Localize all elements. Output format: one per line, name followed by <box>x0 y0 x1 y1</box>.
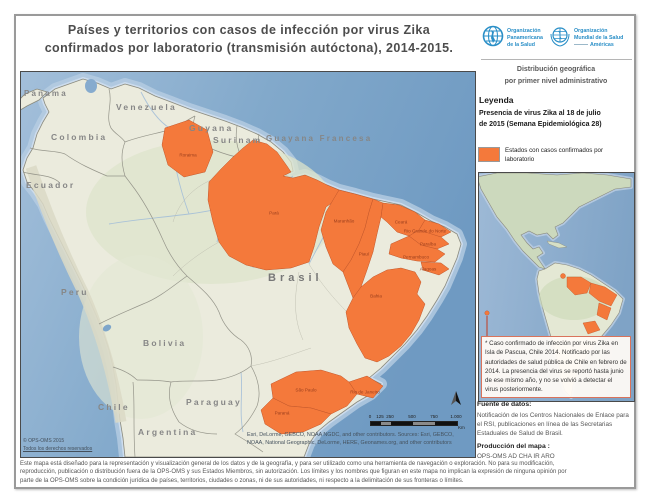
state-rio-de-janeiro <box>348 375 384 399</box>
country-label-surinam: Surinam <box>213 135 263 145</box>
main-map-canvas <box>21 72 475 457</box>
footer-disclaimer: Este mapa está diseñado para la represen… <box>20 461 567 484</box>
inset-confirmed-states <box>560 273 618 335</box>
country-label-bolivia: Bolivia <box>143 338 187 348</box>
legend-item: Estados con casos confirmados por labora… <box>478 147 633 165</box>
note-box: * Caso confirmado de infección por virus… <box>481 336 631 398</box>
state-label-piaui: Piauí <box>358 251 370 257</box>
page-title-line2: confirmados por laboratorio (transmisión… <box>44 40 454 55</box>
paho-globe-icon <box>482 25 504 52</box>
state-label-alagoas: Alagoas <box>419 266 437 272</box>
state-borders <box>172 179 348 367</box>
country-label-ecuador: Ecuador <box>26 180 76 190</box>
country-label-colombia: Colombia <box>51 132 108 142</box>
who-logo: Organización Mundial de la Salud América… <box>549 25 623 52</box>
legend-swatch-confirmed <box>478 147 500 162</box>
inset-cuba <box>546 240 568 249</box>
scale-tick: 125 <box>376 414 384 419</box>
main-map: Panama Venezuela Colombia Guyana Surinam… <box>20 71 476 458</box>
state-label-para: Pará <box>269 210 279 216</box>
country-label-paraguay: Paraguay <box>186 397 242 407</box>
state-parana <box>260 397 332 435</box>
state-alagoas <box>420 261 450 276</box>
state-label-pernambuco: Pernambuco <box>402 254 430 260</box>
legend-item-label: Estados con casos confirmados por labora… <box>505 147 604 163</box>
scale-tick: 0 <box>368 414 372 419</box>
country-label-peru: Peru <box>61 287 89 297</box>
country-label-chile: Chile <box>98 402 130 412</box>
panama-isthmus <box>21 88 48 111</box>
legend-heading: Presencia de virus Zika al 18 de julio d… <box>479 110 602 128</box>
inset-north-america <box>479 173 632 270</box>
state-roraima <box>161 119 214 178</box>
confirmed-states <box>161 119 452 435</box>
map-copyright: © OPS-OMS 2015 Todos los derechos reserv… <box>23 438 93 452</box>
country-label-venezuela: Venezuela <box>116 102 177 112</box>
state-pernambuco <box>388 235 446 263</box>
paho-logo-text: Organización Panamericana de la Salud <box>507 27 543 49</box>
scale-unit: Km <box>458 425 465 430</box>
lake-titicaca <box>102 324 112 332</box>
state-label-paraiba: Paraíba <box>419 241 437 247</box>
state-label-maranhao: Maranhão <box>333 218 355 224</box>
map-attribution: Esri, DeLorme, GEBCO, NOAA NGDC, and oth… <box>247 432 454 447</box>
scale-bar: 0 125 250 500 750 1.000 Km <box>366 414 466 432</box>
who-logo-text: Organización Mundial de la Salud América… <box>573 27 624 49</box>
page-title: Países y territorios con casos de infecc… <box>24 22 474 57</box>
source-text: Notificación de los Centros Nacionales d… <box>477 412 629 438</box>
source-label: Fuente de datos: <box>477 401 532 408</box>
state-label-bahia: Bahia <box>370 293 382 299</box>
north-arrow-icon <box>449 390 463 413</box>
production-label: Producción del mapa : <box>477 443 550 450</box>
lake-maracaibo <box>85 79 97 93</box>
paho-logo: Organización Panamericana de la Salud <box>482 25 543 52</box>
easter-island-dot <box>484 310 490 316</box>
state-label-parana: Paraná <box>274 410 290 416</box>
country-label-guyana: Guyana <box>189 123 234 133</box>
country-label-panama: Panama <box>24 89 68 98</box>
org-logos: Organización Panamericana de la Salud Or… <box>482 25 632 52</box>
production-text: OPS-OMS AD CHA IR ARO <box>477 453 555 460</box>
state-label-rio-grande-do-norte: Rio Grande do Norte <box>403 228 447 234</box>
who-region-label: Américas <box>589 42 614 49</box>
who-globe-icon <box>549 25 571 52</box>
scale-tick: 750 <box>430 414 438 419</box>
scale-bar-segments <box>370 421 458 426</box>
who-logo-rule <box>573 44 588 46</box>
state-label-rio-de-janeiro: Rio de Janeiro <box>350 389 380 395</box>
page-title-line1: Países y territorios con casos de infecc… <box>67 23 431 37</box>
scale-tick: 1.000 <box>450 414 462 419</box>
country-label-guayana-francesa: Guayana Francesa <box>266 134 373 143</box>
state-bahia <box>345 267 426 363</box>
country-label-brasil: Brasil <box>268 272 323 284</box>
state-label-roraima: Roraima <box>179 152 197 158</box>
state-label-ceara: Ceará <box>394 219 408 225</box>
sidebar-subtitle: Distribución geográfica por primer nivel… <box>504 66 608 85</box>
scale-tick: 250 <box>386 414 394 419</box>
legend-title: Leyenda <box>479 95 514 105</box>
state-label-sao-paulo: São Paulo <box>295 387 317 393</box>
country-label-argentina: Argentina <box>138 427 198 437</box>
sidebar-divider <box>481 59 632 60</box>
scale-tick: 500 <box>408 414 416 419</box>
